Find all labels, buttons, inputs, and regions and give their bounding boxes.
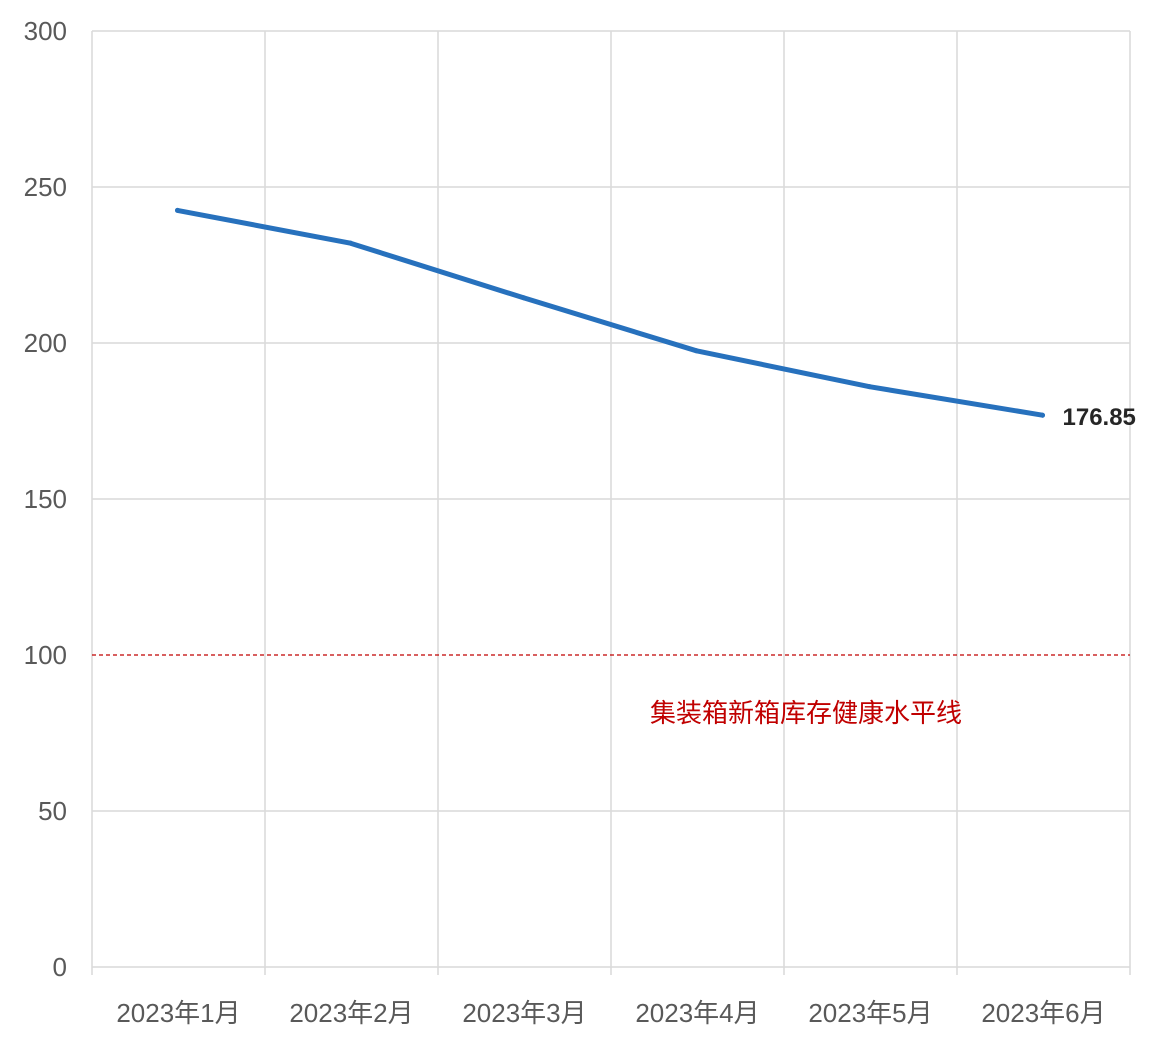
grid-layer	[91, 30, 1131, 975]
y-tick-label: 150	[24, 484, 67, 514]
x-tick-label: 2023年1月	[116, 998, 240, 1028]
data-point	[521, 295, 526, 301]
y-tick-label: 300	[24, 16, 67, 46]
x-tick-label: 2023年4月	[635, 998, 759, 1028]
x-tick-label: 2023年2月	[289, 998, 413, 1028]
x-tick-label: 2023年3月	[462, 998, 586, 1028]
data-point	[175, 207, 180, 213]
y-axis-tick-labels: 0 50 100 150 200 250 300	[24, 16, 67, 982]
reference-line-group: 集装箱新箱库存健康水平线	[92, 654, 1130, 729]
data-point	[867, 384, 872, 390]
last-value-label: 176.85	[1063, 404, 1136, 431]
y-tick-label: 200	[24, 328, 67, 358]
health-level-label: 集装箱新箱库存健康水平线	[650, 699, 962, 729]
data-point	[694, 348, 699, 354]
x-tick-label: 2023年6月	[981, 998, 1105, 1028]
y-tick-label: 50	[38, 796, 67, 826]
series-line	[175, 207, 1045, 418]
y-tick-label: 0	[53, 952, 67, 982]
data-point	[1040, 412, 1045, 418]
data-point	[348, 240, 353, 246]
x-tick-label: 2023年5月	[808, 998, 932, 1028]
y-tick-label: 250	[24, 172, 67, 202]
y-tick-label: 100	[24, 640, 67, 670]
series-layer	[175, 207, 1045, 418]
x-axis-tick-labels: 2023年1月 2023年2月 2023年3月 2023年4月 2023年5月 2023年…	[116, 998, 1105, 1028]
